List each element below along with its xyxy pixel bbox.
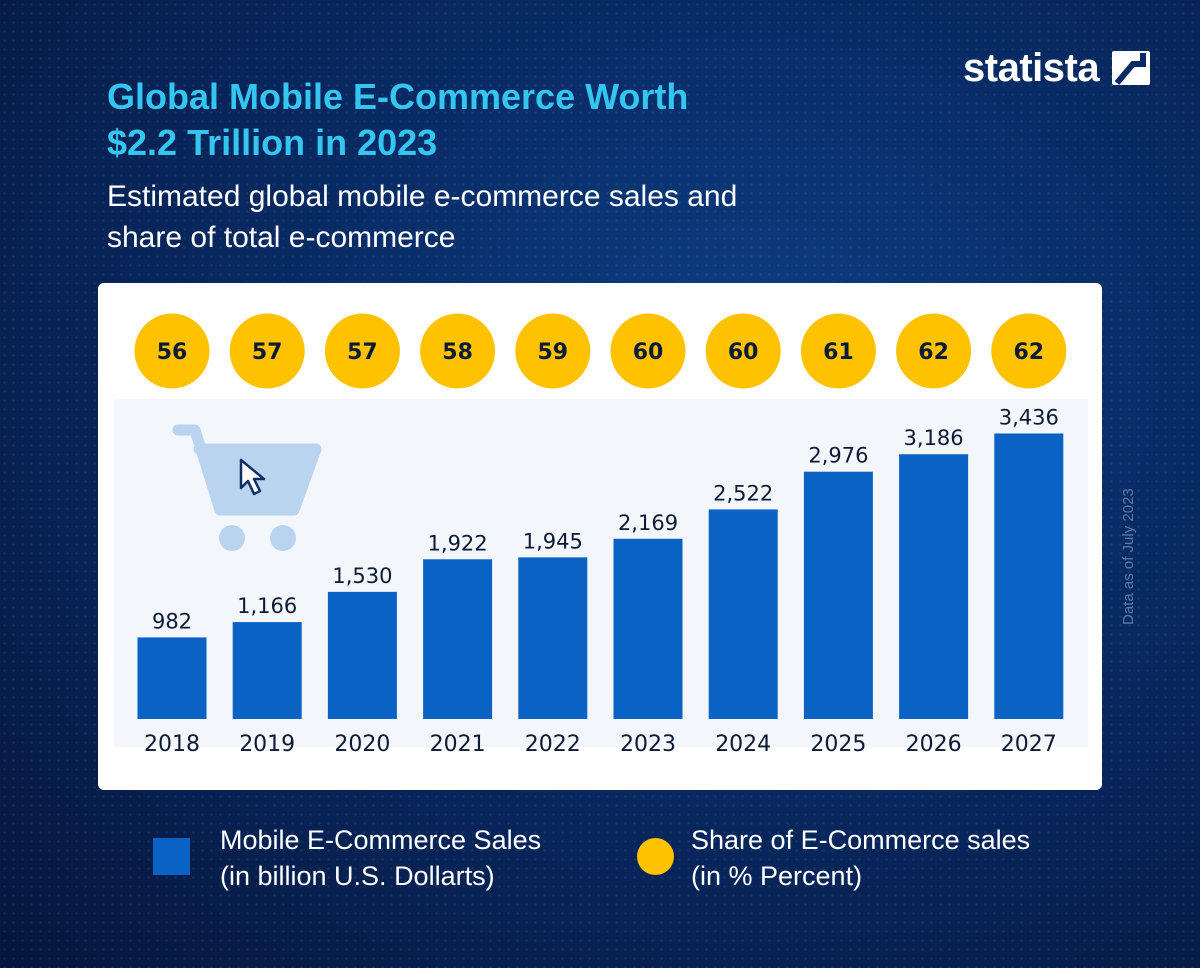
share-circle-2022 xyxy=(515,313,591,389)
legend-label: Share of E-Commerce sales (in % Percent) xyxy=(691,822,1030,894)
share-circle-2025 xyxy=(800,313,876,389)
x-tick-label: 2026 xyxy=(906,732,962,757)
x-tick-label: 2018 xyxy=(144,732,200,757)
bar-value-label: 2,169 xyxy=(618,511,678,535)
bar-value-label: 2,522 xyxy=(713,481,773,505)
bar-2021 xyxy=(423,559,493,719)
legend-label: Mobile E-Commerce Sales (in billion U.S.… xyxy=(220,822,541,894)
statista-logo: statista xyxy=(963,44,1151,92)
x-tick-label: 2025 xyxy=(810,732,866,757)
bar-value-label: 2,976 xyxy=(808,444,868,468)
bar-series: 982 2018 1,166 2019 1,530 2020 1,922 2021 1,945 2… xyxy=(137,405,1064,757)
legend-label-line: (in billion U.S. Dollarts) xyxy=(220,861,495,891)
chart-card: 982 2018 1,166 2019 1,530 2020 1,922 2021 1,945 2… xyxy=(98,283,1102,790)
statista-logo-icon xyxy=(1112,51,1151,85)
x-tick-label: 2020 xyxy=(334,732,390,757)
bar-value-label: 3,186 xyxy=(904,426,964,450)
share-circle-2020 xyxy=(324,313,400,389)
share-circle-2024 xyxy=(705,313,781,389)
bar-2024 xyxy=(708,509,778,719)
share-circle-2019 xyxy=(229,313,305,389)
x-tick-label: 2021 xyxy=(430,732,486,757)
x-tick-label: 2022 xyxy=(525,732,581,757)
share-series: 56 57 57 58 59 60 60 61 62 62 xyxy=(134,313,1067,389)
x-tick-label: 2027 xyxy=(1001,732,1057,757)
bar-value-label: 982 xyxy=(152,609,192,633)
bar-2019 xyxy=(232,622,302,719)
share-circle-2021 xyxy=(420,313,496,389)
bar-value-label: 1,945 xyxy=(523,529,583,553)
bar-2023 xyxy=(613,538,683,719)
share-circle-2018 xyxy=(134,313,210,389)
share-value-label: 60 xyxy=(728,340,759,365)
legend-label-line: (in % Percent) xyxy=(691,861,863,891)
share-value-label: 59 xyxy=(537,340,568,365)
shopping-cart-icon xyxy=(172,424,322,551)
x-tick-label: 2024 xyxy=(715,732,771,757)
share-value-label: 57 xyxy=(347,340,378,365)
data-date-note: Data as of July 2023 xyxy=(1120,488,1137,625)
chart-subtitle-line: Estimated global mobile e-commerce sales… xyxy=(107,180,738,213)
bar-2022 xyxy=(518,557,588,719)
x-tick-label: 2019 xyxy=(239,732,295,757)
legend-item-sales: Mobile E-Commerce Sales (in billion U.S.… xyxy=(153,822,541,894)
bar-value-label: 1,922 xyxy=(428,531,488,555)
legend-swatch-circle xyxy=(637,838,674,875)
bar-2027 xyxy=(994,433,1064,719)
logo-text: statista xyxy=(963,45,1100,90)
share-value-label: 62 xyxy=(918,340,949,365)
legend-label-line: Mobile E-Commerce Sales xyxy=(220,825,542,855)
cursor-arrow-icon xyxy=(239,458,266,496)
share-value-label: 57 xyxy=(252,340,283,365)
share-circle-2026 xyxy=(896,313,972,389)
share-circle-2023 xyxy=(610,313,686,389)
chart-title-line: $2.2 Trillion in 2023 xyxy=(107,122,438,163)
bar-value-label: 1,530 xyxy=(332,564,392,588)
share-value-label: 60 xyxy=(633,340,664,365)
share-value-label: 62 xyxy=(1013,340,1044,365)
chart-subtitle: Estimated global mobile e-commerce sales… xyxy=(107,176,827,258)
share-circle-2027 xyxy=(991,313,1067,389)
legend-item-share: Share of E-Commerce sales (in % Percent) xyxy=(637,822,1030,894)
share-value-label: 61 xyxy=(823,340,854,365)
bar-2026 xyxy=(899,454,969,719)
chart-title-line: Global Mobile E-Commerce Worth xyxy=(107,76,689,117)
share-value-label: 58 xyxy=(442,340,473,365)
bar-2025 xyxy=(803,471,873,719)
chart-subtitle-line: share of total e-commerce xyxy=(107,221,456,254)
chart-title: Global Mobile E-Commerce Worth $2.2 Tril… xyxy=(107,74,827,166)
bar-value-label: 1,166 xyxy=(237,594,297,618)
x-tick-label: 2023 xyxy=(620,732,676,757)
bar-2018 xyxy=(137,637,207,719)
legend-swatch-bar xyxy=(153,838,190,875)
bar-2020 xyxy=(327,591,397,719)
bar-value-label: 3,436 xyxy=(999,405,1059,429)
chart-svg: 982 2018 1,166 2019 1,530 2020 1,922 2021 1,945 2… xyxy=(134,313,1067,757)
legend-label-line: Share of E-Commerce sales xyxy=(691,825,1031,855)
share-value-label: 56 xyxy=(157,340,188,365)
